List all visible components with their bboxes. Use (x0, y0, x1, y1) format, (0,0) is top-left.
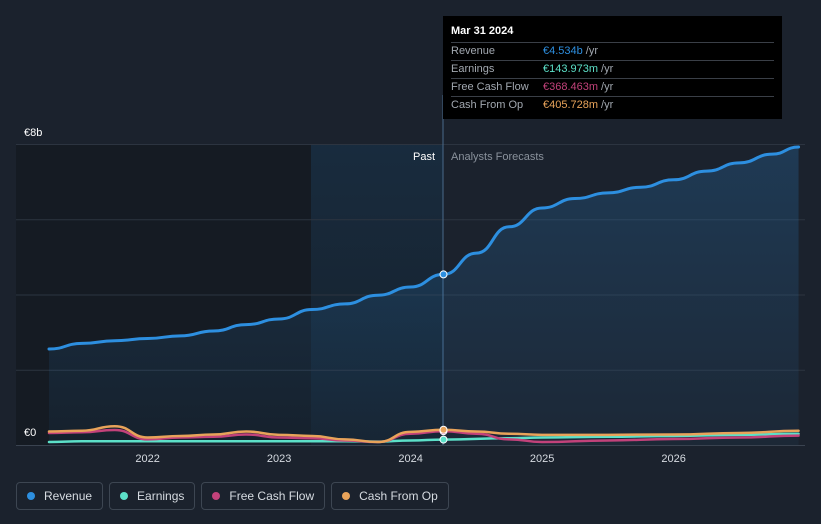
tooltip-row-label: Earnings (451, 63, 495, 75)
x-tick-label: 2022 (135, 453, 159, 465)
legend-label: Free Cash Flow (229, 489, 315, 503)
legend-label: Revenue (44, 489, 93, 503)
tooltip-row-value: €368.463m (543, 81, 599, 93)
tooltip-row-unit: /yr (601, 63, 614, 75)
tooltip-row-unit: /yr (601, 81, 614, 93)
y-axis-bottom-label: €0 (24, 427, 36, 439)
tooltip-row: Free Cash Flow €368.463m/yr (451, 78, 774, 96)
x-tick-label: 2023 (267, 453, 291, 465)
tooltip-row-value: €143.973m (543, 63, 599, 75)
highlight-point-cash-from-op[interactable] (439, 425, 448, 434)
legend-dot-icon (212, 492, 221, 500)
tooltip-row: Cash From Op €405.728m/yr (451, 96, 774, 114)
past-label: Past (413, 151, 435, 163)
tooltip-row-value: €4.534b (543, 45, 583, 57)
legend-label: Earnings (137, 489, 185, 503)
tooltip-row: Revenue €4.534b/yr (451, 42, 774, 60)
legend-item-free-cash-flow[interactable]: Free Cash Flow (201, 482, 326, 510)
tooltip-row-label: Free Cash Flow (451, 81, 529, 93)
tooltip-date: Mar 31 2024 (451, 25, 514, 37)
revenue-area (49, 147, 799, 445)
legend-item-cash-from-op[interactable]: Cash From Op (331, 482, 449, 510)
series-line-earnings (47, 432, 800, 444)
x-tick-label: 2025 (530, 453, 554, 465)
legend-dot-icon (342, 492, 351, 500)
x-tick-label: 2024 (398, 453, 422, 465)
series-line-cash-from-op (47, 424, 800, 444)
highlight-point-revenue[interactable] (439, 270, 448, 279)
highlight-point-earnings[interactable] (439, 435, 448, 444)
tooltip: Mar 31 2024 Revenue €4.534b/yr Earnings €14… (443, 16, 782, 119)
legend: Revenue Earnings Free Cash Flow Cash From O… (16, 482, 449, 510)
tooltip-row-value: €405.728m (543, 99, 599, 111)
legend-dot-icon (120, 492, 129, 500)
legend-item-revenue[interactable]: Revenue (16, 482, 104, 510)
forecast-label: Analysts Forecasts (451, 151, 544, 163)
series-line-revenue (47, 145, 801, 351)
tooltip-row-label: Revenue (451, 45, 496, 57)
tooltip-row: Earnings €143.973m/yr (451, 60, 774, 78)
legend-dot-icon (27, 492, 35, 500)
legend-label: Cash From Op (359, 489, 438, 503)
y-axis-top-label: €8b (24, 127, 42, 139)
tooltip-row-unit: /yr (601, 99, 614, 111)
tooltip-row-unit: /yr (585, 45, 598, 57)
legend-item-earnings[interactable]: Earnings (109, 482, 196, 510)
x-tick-label: 2026 (661, 453, 685, 465)
tooltip-row-label: Cash From Op (451, 99, 524, 111)
